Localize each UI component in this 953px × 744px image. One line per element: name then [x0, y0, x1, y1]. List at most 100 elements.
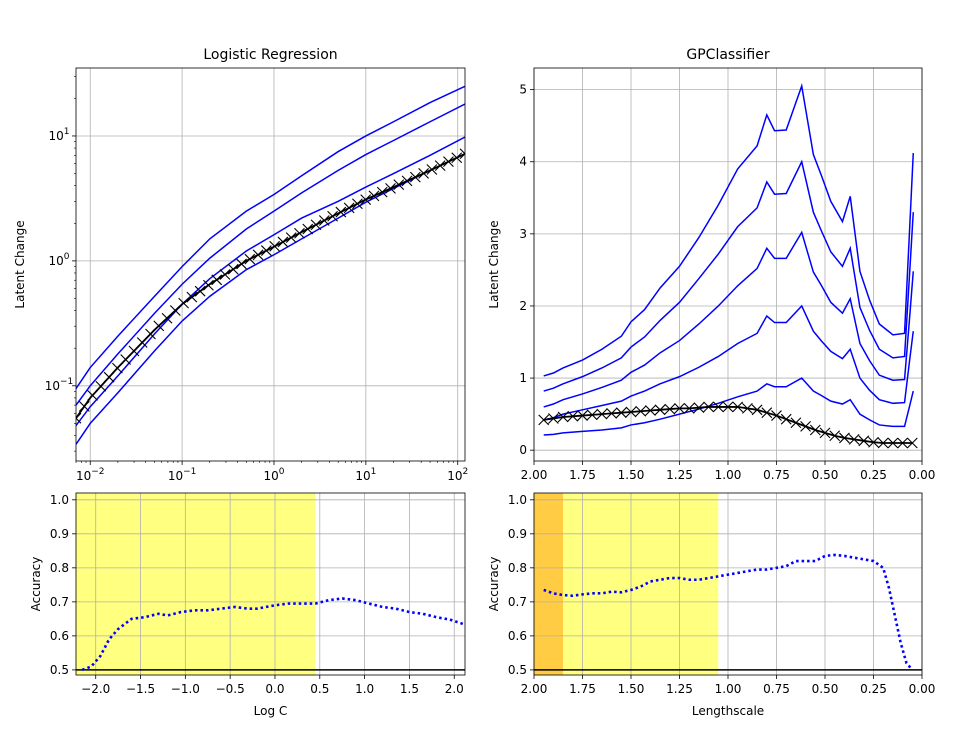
mean-marker-4 [577, 410, 588, 421]
mean-marker-8 [615, 407, 627, 419]
mean-marker-18 [712, 401, 724, 413]
y-axis-label: Latent Change [13, 220, 27, 308]
accuracy-line [543, 553, 914, 671]
mean-marker-21 [244, 253, 256, 265]
mean-marker-19 [722, 401, 734, 413]
mean-marker-13 [178, 297, 189, 309]
mean-marker-2 [557, 411, 569, 423]
mean-marker-40 [401, 175, 413, 187]
mean-marker-16 [203, 279, 214, 291]
panel-gp_bottom: 2.00 1.75 1.50 1.25 1.00 0.75 0.50 0.25 0.00 0.5 0… [487, 492, 936, 718]
mean-marker-36 [368, 190, 380, 202]
x-tick-label: 0.25 [860, 468, 887, 482]
mean-marker-6 [120, 354, 132, 365]
mean-marker-18 [219, 269, 231, 280]
mean-marker-24 [269, 240, 281, 252]
y-tick-label: 0.5 [508, 663, 527, 677]
mean-marker-47 [459, 148, 465, 160]
mean-marker-0 [538, 414, 550, 426]
y-tick-label: 0.7 [508, 595, 527, 609]
x-tick-label: 100 [263, 467, 284, 483]
x-tick-label: −1.5 [126, 682, 155, 696]
mean-marker-12 [654, 404, 666, 416]
mean-marker-17 [703, 401, 714, 413]
axes-frame [533, 67, 923, 462]
x-tick-label: 1.00 [715, 682, 742, 696]
series-line-0 [76, 85, 465, 390]
x-tick-label: −0.5 [216, 682, 245, 696]
x-tick-label: 0.00 [909, 468, 936, 482]
mean-marker-27 [294, 227, 305, 239]
x-tick-label: 0.50 [812, 682, 839, 696]
panel-gp_top: 2.00 1.75 1.50 1.25 1.00 0.75 0.50 0.25 0.00 0 1 2 3… [487, 47, 935, 482]
axes-frame [533, 492, 923, 676]
mean-marker-34 [868, 436, 879, 448]
x-tick-label: 0.75 [763, 682, 790, 696]
mean-marker-31 [327, 210, 338, 222]
x-tick-label: 0.0 [265, 682, 284, 696]
series-line-4 [543, 377, 914, 436]
x-tick-label: −1.0 [171, 682, 200, 696]
mean-marker-6 [596, 408, 608, 420]
series-line-2 [543, 230, 915, 408]
y-axis-label: Accuracy [29, 557, 43, 612]
plot-area-lr_top [76, 85, 465, 445]
mean-marker-32 [848, 433, 860, 445]
accuracy-line [81, 597, 464, 672]
mean-marker-4 [103, 371, 115, 383]
mean-marker-11 [645, 405, 656, 416]
x-tick-label: 1.25 [666, 468, 693, 482]
y-tick-label: 1.0 [50, 493, 69, 507]
x-tick-label: 1.00 [715, 468, 742, 482]
plot-area-lr_bottom [76, 597, 465, 672]
mean-marker-2 [87, 389, 98, 401]
y-axis-label: Latent Change [487, 220, 501, 308]
mean-marker-46 [451, 152, 463, 164]
mean-marker-38 [906, 437, 918, 449]
x-tick-label: 102 [447, 467, 468, 483]
mean-marker-37 [897, 437, 908, 449]
y-tick-label: 1 [519, 371, 527, 385]
mean-marker-21 [742, 402, 753, 414]
x-tick-label: 1.5 [400, 682, 419, 696]
y-tick-label: 0.8 [508, 561, 527, 575]
x-tick-label: 1.0 [355, 682, 374, 696]
mean-marker-45 [443, 156, 454, 168]
x-tick-label: 1.50 [618, 682, 645, 696]
axes-frame [75, 492, 466, 676]
x-axis-label: Lengthscale [692, 704, 764, 718]
mean-marker-22 [252, 249, 264, 261]
y-tick-label: 0.6 [508, 629, 527, 643]
y-tick-label: 0.8 [50, 561, 69, 575]
mean-marker-35 [877, 437, 889, 449]
y-tick-label: 5 [519, 83, 527, 97]
x-tick-label: −2.0 [81, 682, 110, 696]
mean-marker-25 [780, 413, 792, 425]
mean-marker-5 [586, 409, 598, 421]
axes-frame [75, 67, 466, 462]
x-tick-label: 0.00 [909, 682, 936, 696]
mean-marker-22 [751, 404, 763, 416]
x-tick-label: 0.5 [310, 682, 329, 696]
mean-marker-30 [318, 215, 330, 226]
x-axis-label: Log C [254, 704, 288, 718]
mean-line [76, 152, 465, 419]
x-tick-label: 1.75 [569, 682, 596, 696]
x-tick-label: 0.25 [860, 682, 887, 696]
mean-marker-30 [829, 430, 841, 442]
mean-marker-42 [418, 167, 430, 179]
mean-marker-1 [548, 413, 559, 424]
mean-marker-5 [111, 362, 123, 374]
y-tick-label: 1.0 [508, 493, 527, 507]
x-tick-label: 1.50 [618, 468, 645, 482]
mean-marker-7 [128, 345, 140, 357]
mean-marker-7 [606, 408, 617, 419]
y-tick-label: 0.7 [50, 595, 69, 609]
mean-marker-19 [227, 263, 239, 275]
y-tick-label: 2 [519, 299, 527, 313]
mean-marker-0 [76, 412, 82, 424]
mean-marker-28 [809, 424, 821, 436]
y-axis-label: Accuracy [487, 557, 501, 612]
x-tick-label: 1.75 [569, 468, 596, 482]
mean-marker-9 [625, 406, 637, 418]
